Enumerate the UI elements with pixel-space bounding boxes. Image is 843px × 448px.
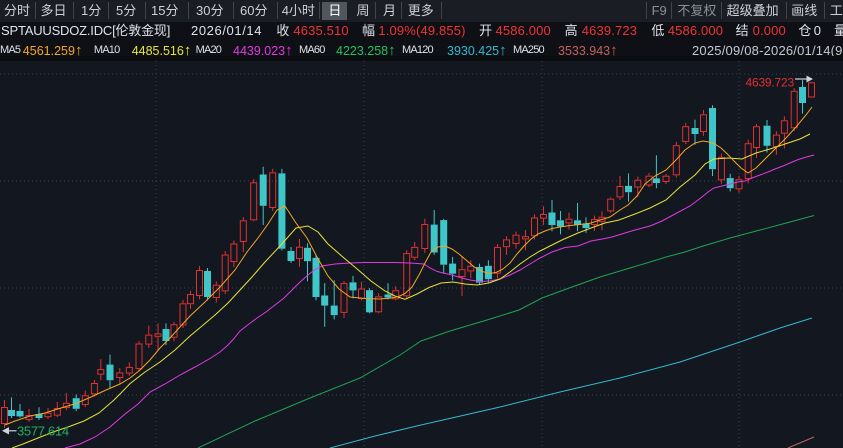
svg-text:4639.723: 4639.723: [746, 76, 795, 90]
svg-text:3577.614: 3577.614: [17, 424, 69, 439]
